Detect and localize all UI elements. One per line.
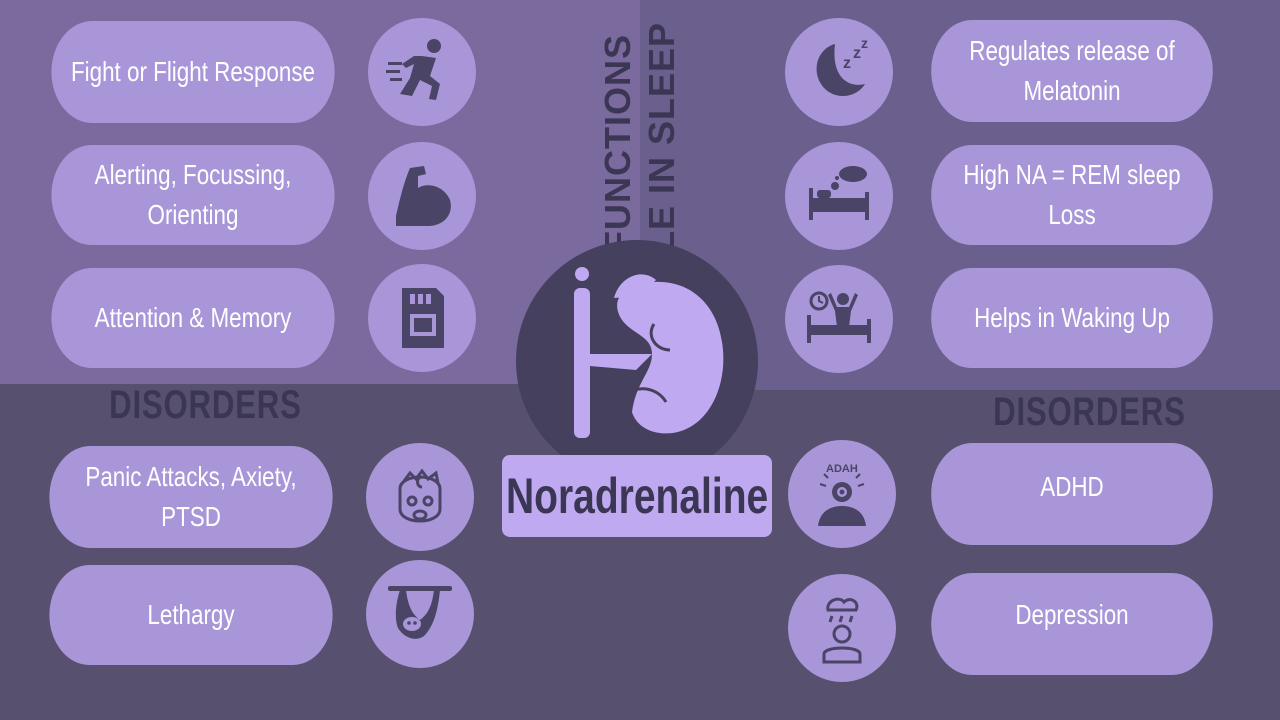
disorder-pill-adhd: ADHD [931,443,1213,545]
function-label: Alerting, Focussing, Orienting [94,159,292,230]
adrenal-gland-kidney-icon [574,267,724,438]
waking-up-icon [785,265,893,373]
center-title-box: Noradrenaline [502,455,772,537]
sloth-icon [366,560,474,668]
svg-text:z: z [843,55,851,72]
function-pill-fight-or-flight: Fight or Flight Response [51,21,335,123]
function-label: Attention & Memory [94,302,292,333]
rain-cloud-person-icon [788,574,896,682]
disorder-pill-panic: Panic Attacks, Axiety, PTSD [49,446,333,548]
disorders-right-heading: DISORDERS [993,390,1186,434]
disorder-label: Panic Attacks, Axiety, PTSD [85,461,297,532]
adhd-head-icon: ADAH [788,440,896,548]
sleep-label: Helps in Waking Up [974,302,1170,333]
svg-text:z: z [861,35,868,51]
function-pill-attention-memory: Attention & Memory [51,268,335,368]
function-label: Fight or Flight Response [70,56,316,87]
disorder-label: Depression [1015,599,1129,630]
bed-dream-icon [785,142,893,250]
sleep-pill-rem-loss: High NA = REM sleep Loss [931,145,1213,245]
disorder-label: Lethargy [147,599,235,630]
disorder-label: ADHD [1040,471,1104,502]
sleep-label-line1: Regulates release of [969,35,1175,66]
moon-zzz-icon: z z z [785,18,893,126]
anxious-face-icon [366,443,474,551]
disorder-pill-lethargy: Lethargy [49,565,333,665]
functions-heading: FUNCTIONS [597,34,638,253]
sleep-label: High NA = REM sleep Loss [963,159,1181,230]
sleep-label-line2: Melatonin [1023,75,1121,106]
adhd-icon-text: ADAH [826,463,858,475]
function-pill-alerting: Alerting, Focussing, Orienting [51,145,335,245]
disorders-left-heading: DISORDERS [109,383,302,427]
flexed-arm-icon [368,142,476,250]
memory-card-icon [368,264,476,372]
disorder-pill-depression: Depression [931,573,1213,675]
center-title: Noradrenaline [505,468,769,524]
running-person-icon [368,18,476,126]
sleep-pill-waking-up: Helps in Waking Up [931,268,1213,368]
svg-text:z: z [853,45,861,62]
sleep-pill-melatonin: Regulates release of Melatonin [931,20,1213,122]
